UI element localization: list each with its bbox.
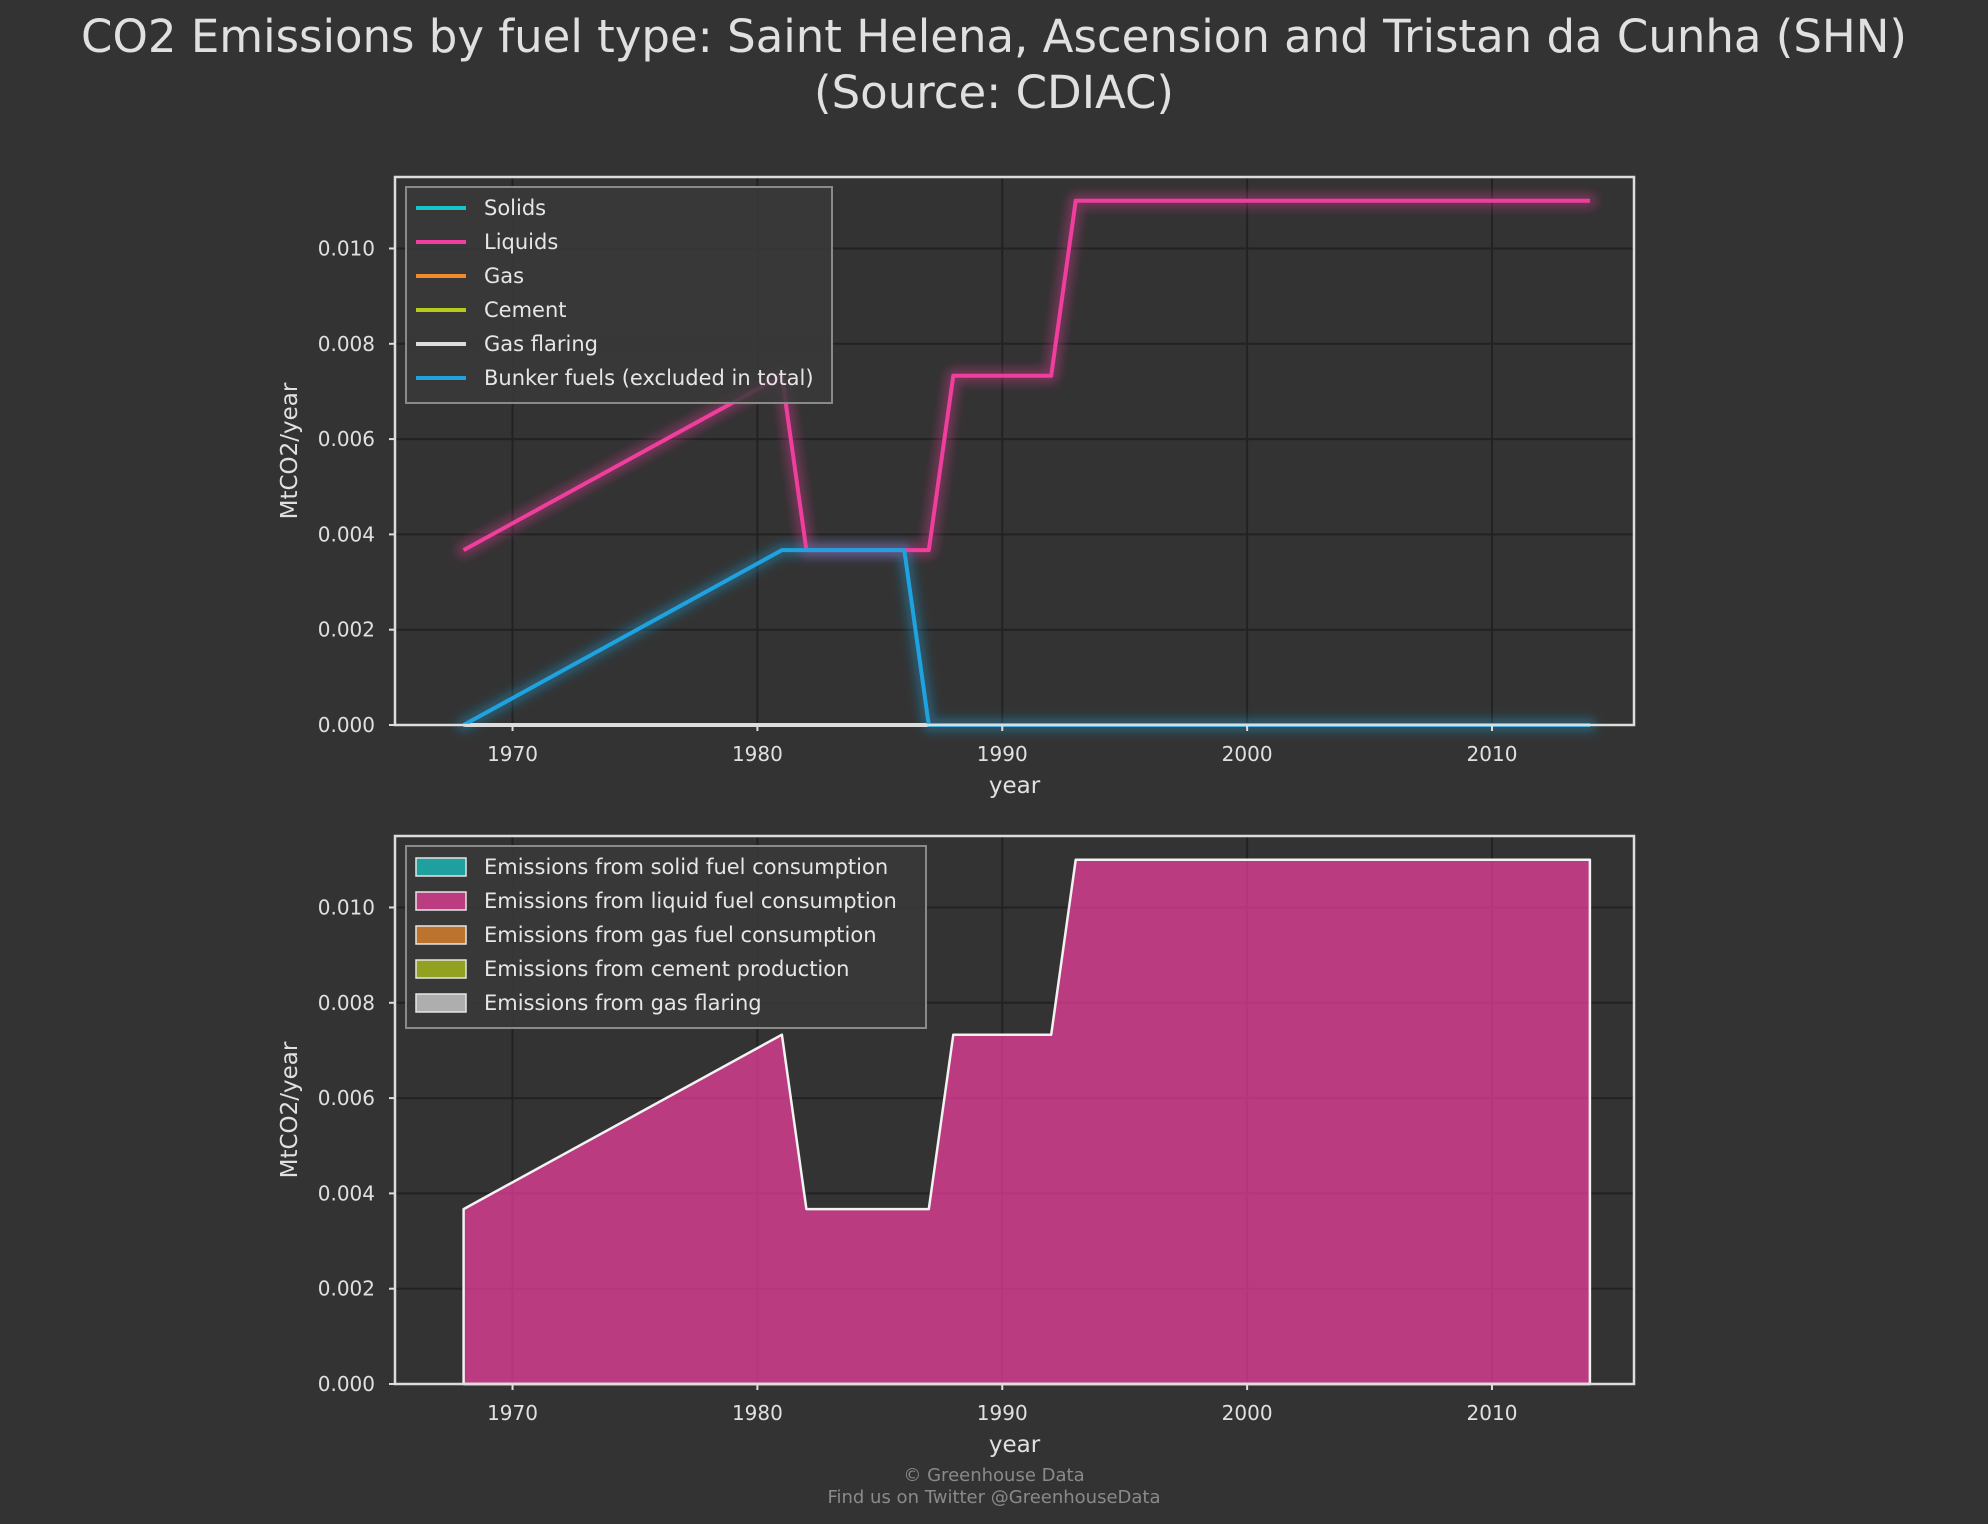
- panel-2-y-tick-label: 0.006: [318, 1086, 375, 1110]
- panel-2-legend-box: [405, 845, 927, 1029]
- panel-2-x-tick-label: 1990: [977, 1401, 1028, 1425]
- panel-1-y-tick-label: 0.002: [318, 618, 375, 642]
- panel-2-legend-label-4: Emissions from gas flaring: [484, 991, 762, 1015]
- panel-1-x-axis-label: year: [989, 773, 1041, 799]
- panel-2-y-tick-label: 0.008: [318, 991, 375, 1015]
- panel-2-y-tick-label: 0.000: [318, 1372, 375, 1396]
- panel-1-y-tick-label: 0.006: [318, 427, 375, 451]
- panel-1-x-tick-label: 1990: [977, 742, 1028, 766]
- panel-1-y-tick-label: 0.004: [318, 522, 375, 546]
- panel-1-legend-label-4: Gas flaring: [484, 332, 598, 356]
- panel-1-legend-label-2: Gas: [484, 264, 524, 288]
- panel-1-legend-label-5: Bunker fuels (excluded in total): [484, 366, 814, 390]
- panel-1-legend-label-3: Cement: [484, 298, 567, 322]
- chart-title-line-1: CO2 Emissions by fuel type: Saint Helena…: [81, 10, 1907, 63]
- panel-2-y-tick-label: 0.010: [318, 895, 375, 919]
- panel-1-y-tick-label: 0.010: [318, 236, 375, 260]
- panel-2-legend-swatch-0: [415, 857, 467, 877]
- panel-1-legend-label-0: Solids: [484, 196, 546, 220]
- panel-1-x-tick-label: 2010: [1467, 742, 1518, 766]
- panel-2-legend-swatch-2: [415, 925, 467, 945]
- panel-2-y-tick-label: 0.002: [318, 1277, 375, 1301]
- panel-2-legend-swatch-3: [415, 959, 467, 979]
- panel-1-y-axis-label: MtCO2/year: [277, 382, 303, 519]
- panel-2-x-tick-label: 1980: [732, 1401, 783, 1425]
- footer-copyright: © Greenhouse Data: [903, 1465, 1084, 1486]
- panel-2-legend-label-3: Emissions from cement production: [484, 957, 849, 981]
- panel-1-legend-label-1: Liquids: [484, 230, 558, 254]
- panel-1-series-line-1: [462, 198, 1590, 553]
- panel-2-y-axis-label: MtCO2/year: [277, 1041, 303, 1178]
- area-chart-panel: 1970 1980 1990 2000 2010 0.000 0.002 0.004 0.006…: [277, 834, 1636, 1458]
- panel-1-y-tick-label: 0.008: [318, 332, 375, 356]
- panel-2-legend-label-1: Emissions from liquid fuel consumption: [484, 889, 897, 913]
- panel-1-legend-box: [405, 186, 833, 404]
- panel-2-x-tick-label: 2000: [1222, 1401, 1273, 1425]
- panel-2-frame: [393, 834, 1636, 1386]
- panel-2-area-1: [462, 858, 1592, 1386]
- panel-2-legend-swatch-4: [415, 993, 467, 1013]
- panel-2-legend-swatch-1: [415, 891, 467, 911]
- panel-1-x-tick-label: 1970: [487, 742, 538, 766]
- panel-2-y-tick-label: 0.004: [318, 1181, 375, 1205]
- panel-2-legend-label-0: Emissions from solid fuel consumption: [484, 855, 888, 879]
- panel-2-x-tick-label: 2010: [1467, 1401, 1518, 1425]
- line-chart-panel: 1970 1980 1990 2000 2010 0.000 0.002 0.004 0.006…: [277, 175, 1636, 799]
- panel-2-x-axis-label: year: [989, 1432, 1041, 1458]
- panel-1-y-tick-label: 0.000: [318, 713, 375, 737]
- chart-title-line-2: (Source: CDIAC): [814, 66, 1174, 119]
- panel-2-x-tick-label: 1970: [487, 1401, 538, 1425]
- panel-1-frame: [393, 175, 1636, 727]
- panel-1-x-tick-label: 2000: [1222, 742, 1273, 766]
- footer-twitter: Find us on Twitter @GreenhouseData: [827, 1487, 1160, 1508]
- panel-2-legend-label-2: Emissions from gas fuel consumption: [484, 923, 877, 947]
- panel-1-x-tick-label: 1980: [732, 742, 783, 766]
